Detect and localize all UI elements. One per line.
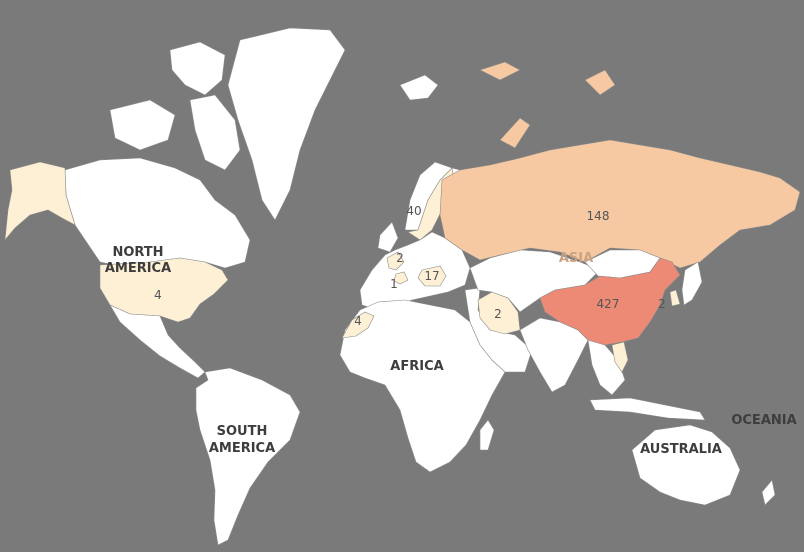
label-oceania: OCEANIA	[731, 413, 796, 428]
southeast-asia[interactable]	[587, 339, 626, 396]
indonesia[interactable]	[589, 397, 706, 421]
count-label-south-korea: 2	[658, 297, 666, 311]
switzerland[interactable]	[393, 271, 409, 285]
russia[interactable]	[439, 139, 801, 269]
label-north-america-line1: NORTH	[112, 245, 163, 260]
label-south-america-line2: AMERICA	[209, 441, 275, 456]
label-australia: AUSTRALIA	[640, 442, 722, 457]
count-label-morocco: 4	[354, 314, 362, 328]
count-label-iran: 2	[494, 307, 502, 321]
canada-islands[interactable]	[109, 99, 176, 151]
vietnam[interactable]	[611, 341, 629, 373]
morocco[interactable]	[341, 311, 375, 339]
new-zealand[interactable]	[761, 479, 776, 506]
count-label-sweden: 40	[406, 204, 421, 218]
label-africa: AFRICA	[390, 359, 443, 374]
count-label-hungary: 17	[424, 269, 439, 283]
united-kingdom[interactable]	[377, 221, 399, 253]
china[interactable]	[539, 257, 681, 346]
novaya-zemlya[interactable]	[499, 117, 531, 149]
count-label-united-states: 4	[154, 288, 162, 302]
greenland[interactable]	[227, 27, 346, 221]
india[interactable]	[519, 317, 589, 393]
svalbard[interactable]	[479, 61, 521, 81]
count-label-china: 427	[597, 297, 620, 311]
japan[interactable]	[681, 261, 703, 306]
arctic-islands[interactable]	[169, 41, 226, 96]
alaska[interactable]	[4, 161, 76, 241]
south-america[interactable]	[195, 367, 301, 546]
middle-east[interactable]	[464, 287, 533, 373]
australia[interactable]	[631, 424, 741, 506]
hungary[interactable]	[417, 265, 447, 287]
label-asia: ASIA	[559, 251, 593, 266]
madagascar[interactable]	[479, 419, 495, 451]
count-label-russia: 148	[587, 209, 610, 223]
label-north-america-line2: AMERICA	[105, 261, 171, 276]
arctic-russia-islands[interactable]	[584, 69, 616, 96]
label-south-america-line1: SOUTH	[217, 424, 268, 439]
iceland[interactable]	[399, 74, 439, 101]
south-korea[interactable]	[669, 289, 681, 307]
baffin-island[interactable]	[189, 94, 241, 171]
netherlands[interactable]	[386, 251, 405, 271]
count-label-switzerland: 1	[390, 277, 398, 291]
canada[interactable]	[64, 157, 251, 269]
count-label-netherlands: 2	[396, 251, 404, 265]
africa[interactable]	[339, 299, 506, 473]
